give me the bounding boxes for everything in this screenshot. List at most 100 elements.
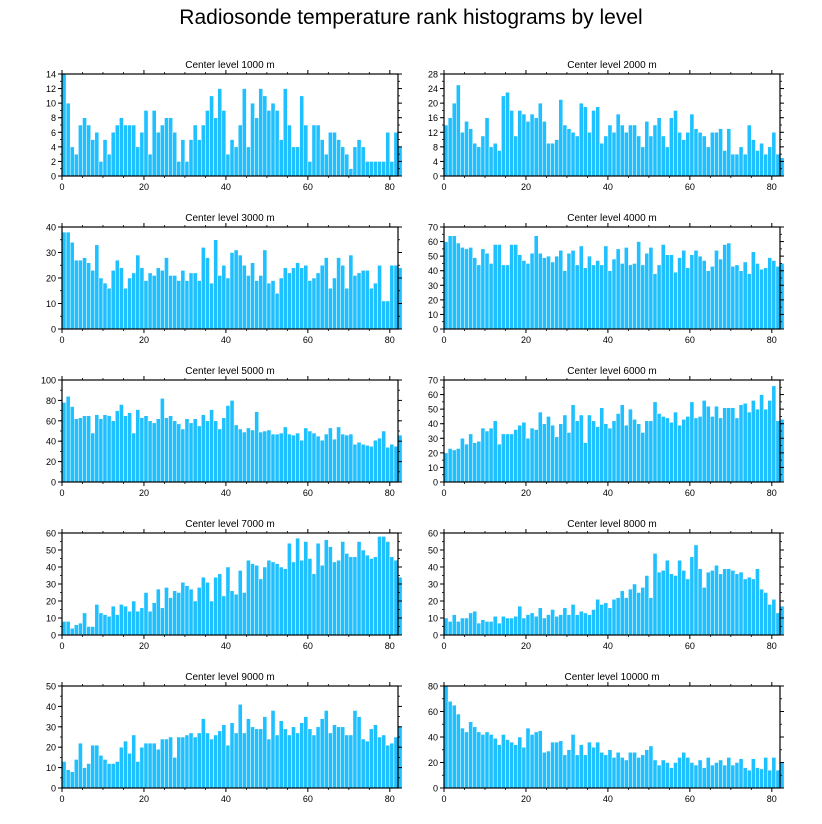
x-tick-label: 60: [303, 488, 313, 498]
y-tick-label: 12: [46, 84, 56, 94]
histogram-bar: [213, 420, 218, 483]
histogram-bar: [505, 264, 510, 330]
histogram-bar: [311, 573, 317, 636]
panel-title: Center level 9000 m: [185, 672, 275, 683]
histogram-bar: [217, 730, 223, 789]
histogram-bar: [669, 422, 674, 483]
histogram-bar: [619, 590, 625, 636]
histogram-bar: [266, 429, 272, 483]
histogram-bar: [303, 716, 309, 789]
histogram-bar: [697, 759, 703, 789]
x-tick-label: 20: [139, 488, 149, 498]
histogram-bar: [734, 573, 740, 636]
histogram-bar: [328, 427, 333, 483]
histogram-bar: [624, 424, 629, 483]
histogram-bar: [578, 610, 584, 636]
histogram-bar: [61, 402, 67, 483]
histogram-bar: [172, 275, 177, 330]
histogram-bar: [127, 412, 132, 483]
histogram-bar: [250, 102, 255, 177]
histogram-bar: [115, 259, 120, 330]
x-tick-label: 20: [521, 488, 531, 498]
y-tick-label: 30: [428, 580, 438, 590]
histogram-bar: [131, 734, 137, 789]
histogram-bar: [636, 135, 641, 177]
x-tick-label: 60: [685, 335, 695, 345]
histogram-bar: [274, 433, 280, 483]
histogram-bar: [554, 255, 559, 330]
histogram-bar: [389, 444, 395, 483]
histogram-bar: [78, 622, 83, 636]
histogram-bar: [681, 752, 687, 789]
histogram-bar: [356, 716, 362, 789]
x-tick-label: 60: [303, 335, 313, 345]
histogram-bar: [554, 436, 559, 483]
x-tick-label: 60: [303, 794, 313, 804]
x-tick-label: 20: [521, 794, 531, 804]
histogram-bar: [599, 264, 605, 330]
x-tick-label: 0: [59, 335, 64, 345]
histogram-bar: [583, 754, 588, 789]
histogram-bar: [233, 732, 239, 789]
histogram-bar: [636, 423, 641, 483]
histogram-bar: [677, 257, 682, 330]
histogram-bar: [640, 264, 646, 330]
histogram-bar: [730, 764, 736, 789]
histogram-bar: [258, 728, 264, 789]
histogram-bar: [229, 139, 235, 177]
histogram-bar: [151, 602, 157, 636]
histogram-bar: [213, 576, 218, 636]
histogram-bar: [693, 128, 699, 177]
histogram-bar: [660, 416, 666, 483]
histogram-bar: [718, 128, 723, 177]
histogram-bar: [673, 110, 678, 177]
histogram-bar: [340, 265, 345, 330]
histogram-bar: [168, 736, 173, 789]
histogram-bar: [742, 578, 748, 636]
histogram-bar: [393, 446, 399, 483]
histogram-bar: [628, 124, 633, 177]
histogram-bar: [525, 614, 531, 636]
histogram-bar: [705, 270, 711, 330]
histogram-bar: [755, 568, 760, 636]
histogram-bar: [340, 541, 345, 636]
histogram-bar: [266, 738, 272, 789]
y-tick-label: 20: [46, 743, 56, 753]
histogram-bar: [689, 113, 695, 177]
histogram-bar: [258, 88, 264, 177]
histogram-bar: [172, 590, 177, 636]
y-tick-label: 100: [41, 376, 56, 386]
histogram-bar: [250, 563, 255, 636]
histogram-bar: [574, 264, 580, 330]
histogram-bar: [143, 592, 149, 636]
histogram-bar: [468, 433, 473, 483]
histogram-bar: [632, 263, 637, 330]
histogram-bar: [529, 427, 535, 483]
histogram-bar: [303, 427, 309, 483]
histogram-bar: [82, 117, 87, 177]
y-tick-label: 16: [428, 113, 438, 123]
x-tick-label: 80: [385, 641, 395, 651]
histogram-bar: [86, 763, 91, 789]
histogram-bar: [106, 415, 112, 483]
y-tick-label: 14: [46, 70, 56, 80]
histogram-bar: [644, 575, 650, 636]
histogram-bar: [484, 731, 490, 789]
histogram-bar: [389, 742, 395, 789]
histogram-bar: [517, 110, 523, 177]
x-tick-label: 60: [685, 182, 695, 192]
histogram-bar: [364, 445, 370, 483]
histogram-bar: [385, 744, 391, 789]
histogram-bar: [131, 600, 137, 636]
histogram-bar: [660, 244, 666, 330]
histogram-bar: [480, 734, 486, 789]
histogram-bar: [513, 429, 519, 483]
y-tick-label: 10: [46, 614, 56, 624]
histogram-bar: [393, 265, 399, 330]
histogram-bar: [237, 704, 243, 789]
histogram-bar: [488, 146, 494, 177]
histogram-bar: [550, 142, 555, 177]
histogram-bar: [192, 736, 198, 789]
histogram-bar: [160, 124, 165, 177]
y-tick-label: 0: [433, 631, 438, 641]
